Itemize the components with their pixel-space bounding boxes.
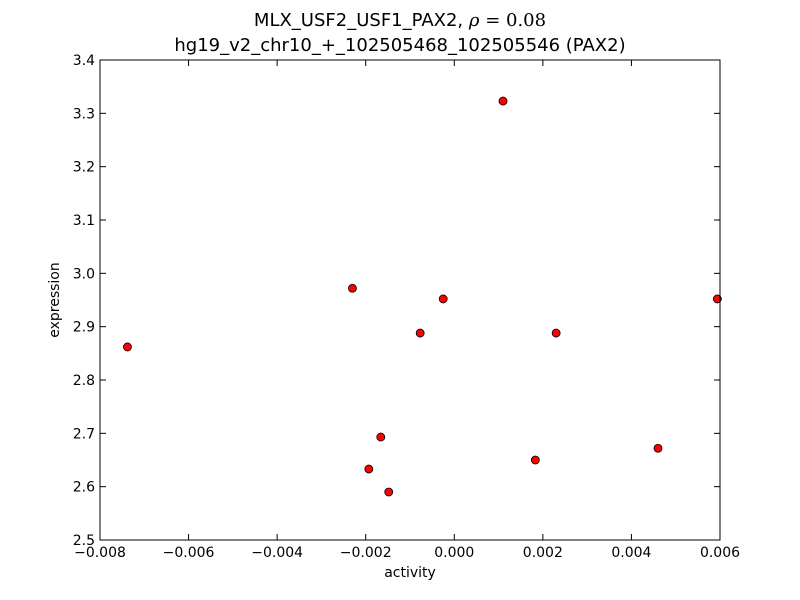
data-point	[498, 96, 508, 106]
x-tick-label: 0.006	[700, 545, 740, 561]
y-tick-label: 3.3	[73, 106, 95, 122]
data-point	[653, 443, 663, 453]
data-point	[348, 283, 357, 293]
y-tick-label: 2.9	[73, 320, 95, 336]
y-tick-label: 2.6	[73, 480, 95, 496]
x-tick-label: 0.000	[434, 545, 474, 561]
y-tick-label: 3.0	[73, 266, 95, 282]
data-point	[123, 342, 132, 352]
x-axis-label: activity	[384, 565, 436, 581]
y-tick-label: 2.7	[73, 426, 95, 442]
rho-equals: =	[479, 10, 506, 31]
y-tick-label: 3.4	[73, 53, 95, 69]
x-tick-label: −0.002	[340, 545, 392, 561]
y-tick-label: 2.5	[73, 533, 95, 549]
x-tick-label: 0.002	[523, 545, 563, 561]
data-point	[364, 464, 374, 474]
y-tick-label: 3.2	[73, 160, 95, 176]
y-axis-label: expression	[47, 262, 63, 338]
plot-frame	[99, 59, 721, 541]
data-point	[551, 328, 561, 338]
data-point	[415, 328, 425, 338]
data-point	[712, 294, 722, 304]
x-tick-label: −0.004	[251, 545, 303, 561]
data-point	[384, 487, 394, 497]
y-tick-label: 2.8	[73, 373, 95, 389]
data-point	[530, 455, 540, 465]
y-tick-label: 3.1	[73, 213, 95, 229]
data-points	[123, 96, 722, 497]
data-point	[438, 294, 448, 304]
x-tick-label: −0.006	[163, 545, 215, 561]
title-prefix: MLX_USF2_USF1_PAX2,	[253, 10, 469, 31]
axis-ticks: −0.008 −0.006 −0.004 −0.002 0.000 0.002 0.004 0…	[73, 53, 740, 561]
rho-symbol: ρ	[468, 10, 480, 31]
data-point	[376, 432, 386, 442]
x-tick-label: 0.004	[611, 545, 651, 561]
x-tick-label: −0.008	[74, 545, 126, 561]
chart-title-line1: MLX_USF2_USF1_PAX2, ρ = 0.08	[0, 10, 800, 31]
rho-value: 0.08	[506, 10, 547, 31]
chart-title-line2: hg19_v2_chr10_+_102505468_102505546 (PAX…	[174, 35, 626, 56]
